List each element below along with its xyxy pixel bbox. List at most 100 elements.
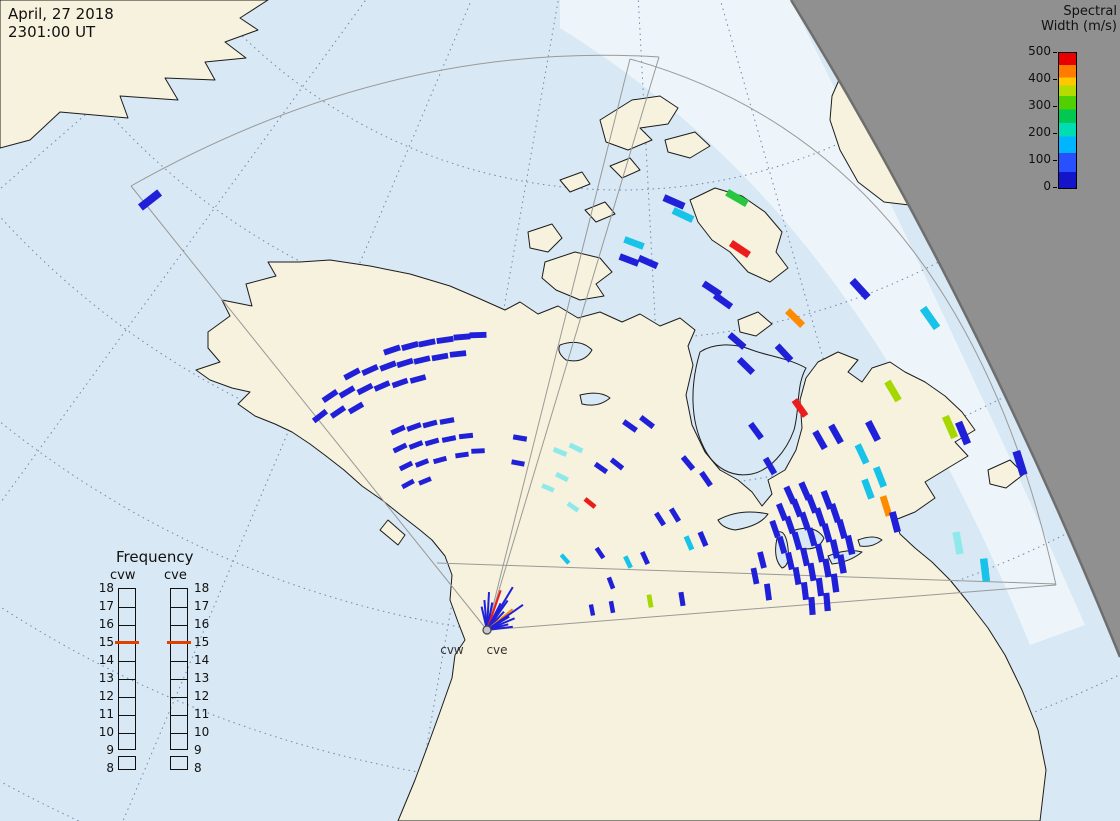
frequency-scale-line xyxy=(171,661,187,662)
spectral-width-cell xyxy=(398,460,414,472)
frequency-scale-cvw: 18 17 16 15 14 13 12 11 10 9 8 xyxy=(99,581,139,784)
spectral-width-cell xyxy=(396,357,414,369)
land-baffin-island xyxy=(689,187,789,283)
spectral-width-cell xyxy=(725,188,749,208)
spectral-width-cell xyxy=(889,511,901,533)
spectral-width-cell xyxy=(828,423,844,445)
frequency-tick-label: 18 xyxy=(98,581,114,595)
frequency-tick-label: 17 xyxy=(98,599,114,613)
spectral-width-cell xyxy=(680,455,696,471)
spectral-width-cell xyxy=(769,519,781,539)
spectral-width-cell xyxy=(455,451,469,459)
frequency-tick-label: 13 xyxy=(98,671,114,685)
spectral-width-cell xyxy=(431,352,449,362)
spectral-width-cell xyxy=(776,535,788,555)
spectral-width-cell xyxy=(453,333,471,341)
spectral-width-cell xyxy=(637,254,659,270)
colorbar-legend: Spectral Width (m/s) 500 400 300 200 100 0 xyxy=(1005,0,1120,220)
spectral-width-cell xyxy=(409,374,427,384)
spectral-width-cell xyxy=(441,435,457,443)
spectral-width-cell xyxy=(884,379,902,403)
spectral-width-cell xyxy=(784,515,796,535)
spectral-width-cell xyxy=(861,478,875,500)
spectral-width-cell xyxy=(408,440,424,450)
frequency-scale-line xyxy=(171,697,187,698)
plot-header: April, 27 2018 2301:00 UT xyxy=(8,5,114,41)
colorbar-tick-mark xyxy=(1053,79,1057,80)
spectral-width-cell xyxy=(418,338,436,348)
frequency-tick-label: 8 xyxy=(106,761,114,775)
landmasses xyxy=(0,0,1047,821)
radar-site-label-cvw: cvw xyxy=(440,643,464,657)
spectral-width-cell xyxy=(800,581,810,601)
spectral-width-cell xyxy=(623,236,645,250)
spectral-width-cell xyxy=(469,331,487,339)
land-newfoundland xyxy=(987,459,1025,489)
inland-water xyxy=(558,341,883,569)
frequency-tick-label: 15 xyxy=(194,635,210,649)
spectral-width-cell xyxy=(799,511,811,531)
radar-fov-outline xyxy=(486,56,660,631)
spectral-width-cell xyxy=(418,476,432,486)
spectral-width-cell xyxy=(311,408,329,424)
spectral-width-cell xyxy=(390,424,406,436)
spectral-width-cell xyxy=(391,377,409,389)
spectral-width-cell xyxy=(815,577,825,597)
spectral-width-cell xyxy=(750,567,760,585)
spectral-width-cell xyxy=(814,507,826,527)
polar-ocean-light xyxy=(560,0,1085,645)
spectral-width-cell xyxy=(829,539,841,559)
spectral-width-cell xyxy=(646,594,654,608)
spectral-width-cell xyxy=(748,421,764,441)
colorbar-tick-mark xyxy=(1053,52,1057,53)
spectral-width-cell xyxy=(654,511,667,527)
frequency-tick-label: 16 xyxy=(194,617,210,631)
spectral-width-cell xyxy=(401,340,419,352)
colorbar-tick-label: 300 xyxy=(1028,98,1051,112)
spectral-width-cell xyxy=(783,485,797,505)
spectral-width-cell xyxy=(668,507,682,523)
plot-date: April, 27 2018 xyxy=(8,5,114,23)
colorbar-tick-mark xyxy=(1053,106,1057,107)
spectral-width-cell xyxy=(343,367,361,381)
frequency-scale-line xyxy=(171,715,187,716)
spectral-width-cell xyxy=(865,420,881,442)
spectral-width-cell xyxy=(413,355,431,365)
spectral-width-cell xyxy=(849,277,871,301)
spectral-width-cell xyxy=(727,332,747,350)
land-arctic-island xyxy=(527,223,563,253)
spectral-width-cell xyxy=(347,401,365,415)
spectral-width-cell xyxy=(406,422,422,432)
spectral-width-cell xyxy=(379,360,397,372)
hudson-bay xyxy=(692,344,807,476)
spectral-width-cell xyxy=(955,420,972,446)
frequency-scale-line xyxy=(171,607,187,608)
spectral-width-cell xyxy=(439,417,455,425)
frequency-tick-label: 11 xyxy=(194,707,210,721)
frequency-scale-box-tail xyxy=(118,756,136,770)
spectral-width-cell xyxy=(606,576,616,590)
spectral-width-cell xyxy=(757,551,767,569)
spectral-width-cell xyxy=(836,518,848,540)
spectral-width-cell xyxy=(699,470,713,488)
radar-fov-outline xyxy=(486,584,1057,631)
frequency-marker xyxy=(115,641,139,644)
spectral-width-cell xyxy=(812,429,828,451)
spectral-width-cell xyxy=(952,531,964,555)
spectral-width-cell xyxy=(137,189,163,211)
terminator-edge xyxy=(789,0,1120,658)
colorbar-tick-label: 500 xyxy=(1028,44,1051,58)
spectral-width-cell xyxy=(436,335,454,345)
spectral-width-cell xyxy=(790,498,804,518)
spectral-width-cell xyxy=(775,502,789,522)
frequency-tick-label: 10 xyxy=(98,725,114,739)
spectral-width-cell xyxy=(791,531,803,551)
frequency-scale-box xyxy=(170,588,188,750)
frequency-tick-label: 13 xyxy=(194,671,210,685)
spectral-width-cell xyxy=(639,414,656,430)
colorbar-tick-label: 100 xyxy=(1028,152,1051,166)
frequency-tick-label: 16 xyxy=(98,617,114,631)
frequency-tick-label: 14 xyxy=(194,653,210,667)
spectral-width-cell xyxy=(338,385,356,399)
